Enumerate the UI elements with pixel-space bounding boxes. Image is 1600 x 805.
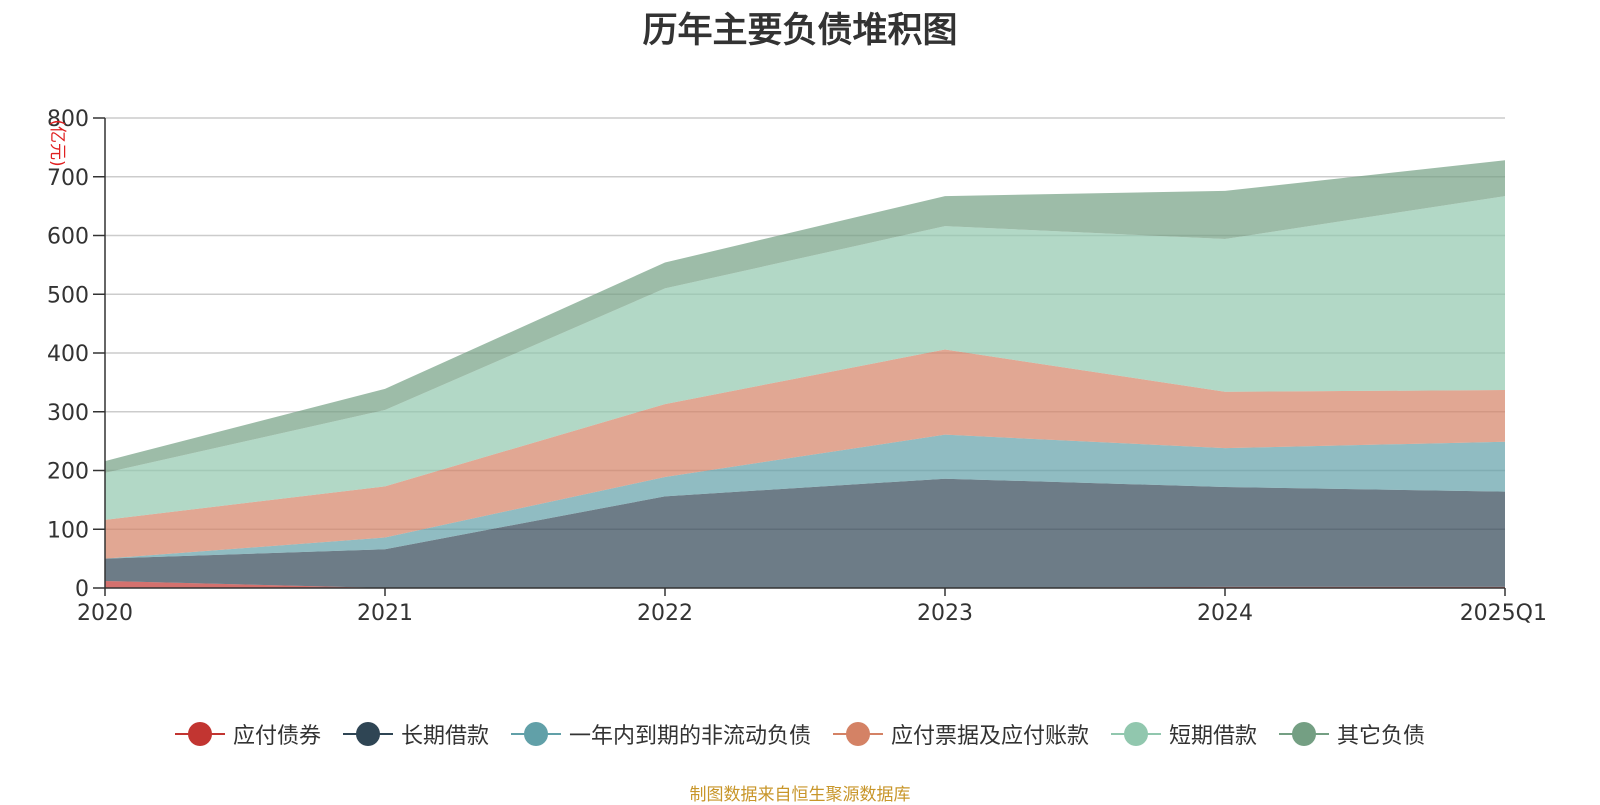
y-tick-label: 0: [75, 577, 89, 602]
legend-marker-icon: [833, 722, 883, 746]
area-series: [105, 160, 1505, 588]
x-tick-label: 2023: [917, 601, 973, 626]
y-tick-label: 100: [47, 518, 89, 543]
y-tick-label: 700: [47, 166, 89, 191]
y-tick-label: 600: [47, 225, 89, 250]
legend-label: 短期借款: [1169, 724, 1258, 749]
legend-item[interactable]: 长期借款: [342, 718, 489, 750]
legend-marker-icon: [342, 722, 393, 746]
area-series-2: [105, 434, 1505, 559]
legend-item[interactable]: 短期借款: [1111, 718, 1257, 750]
legend-item[interactable]: 一年内到期的非流动负债: [510, 718, 811, 750]
legend-marker-icon: [510, 722, 561, 746]
x-tick-label: 2024: [1197, 601, 1253, 626]
y-axis-unit-label: (亿元): [47, 119, 67, 166]
x-tick-label: 2025Q1: [1460, 601, 1547, 626]
y-tick-label: 300: [47, 401, 89, 426]
y-tick-label: 500: [47, 283, 89, 308]
x-tick-label: 2020: [77, 601, 133, 626]
legend-label: 应付票据及应付账款: [891, 724, 1090, 749]
legend-label: 长期借款: [400, 724, 489, 749]
legend-label: 其它负债: [1337, 724, 1426, 749]
legend: 应付债券 长期借款 一年内到期的非流动负债 应付票据及应付账款 短期借款 其它负债: [0, 718, 1600, 750]
legend-marker-icon: [174, 722, 225, 746]
legend-label: 一年内到期的非流动负债: [568, 724, 811, 749]
legend-marker-icon: [1111, 722, 1162, 746]
chart-title: 历年主要负债堆积图: [642, 11, 958, 51]
legend-marker-icon: [1279, 722, 1330, 746]
legend-label: 应付债券: [232, 724, 321, 749]
x-tick-label: 2021: [357, 601, 413, 626]
source-note: 制图数据来自恒生聚源数据库: [689, 785, 911, 805]
area-series-3: [105, 349, 1505, 559]
area-series-5: [105, 160, 1505, 473]
area-series-1: [105, 478, 1505, 588]
area-series-4: [105, 196, 1505, 520]
legend-item[interactable]: 应付债券: [174, 718, 321, 750]
y-tick-label: 400: [47, 342, 89, 367]
legend-item[interactable]: 应付票据及应付账款: [833, 718, 1089, 750]
chart-plot: 0 100 200 300 400 500 600 700 800 2020 2021 2022 202…: [47, 107, 1547, 626]
legend-item[interactable]: 其它负债: [1279, 718, 1425, 750]
y-tick-label: 800: [47, 107, 89, 132]
x-tick-label: 2022: [637, 601, 693, 626]
y-tick-label: 200: [47, 460, 89, 485]
axes: 0 100 200 300 400 500 600 700 800 2020 2021 2022 202…: [47, 107, 1547, 626]
